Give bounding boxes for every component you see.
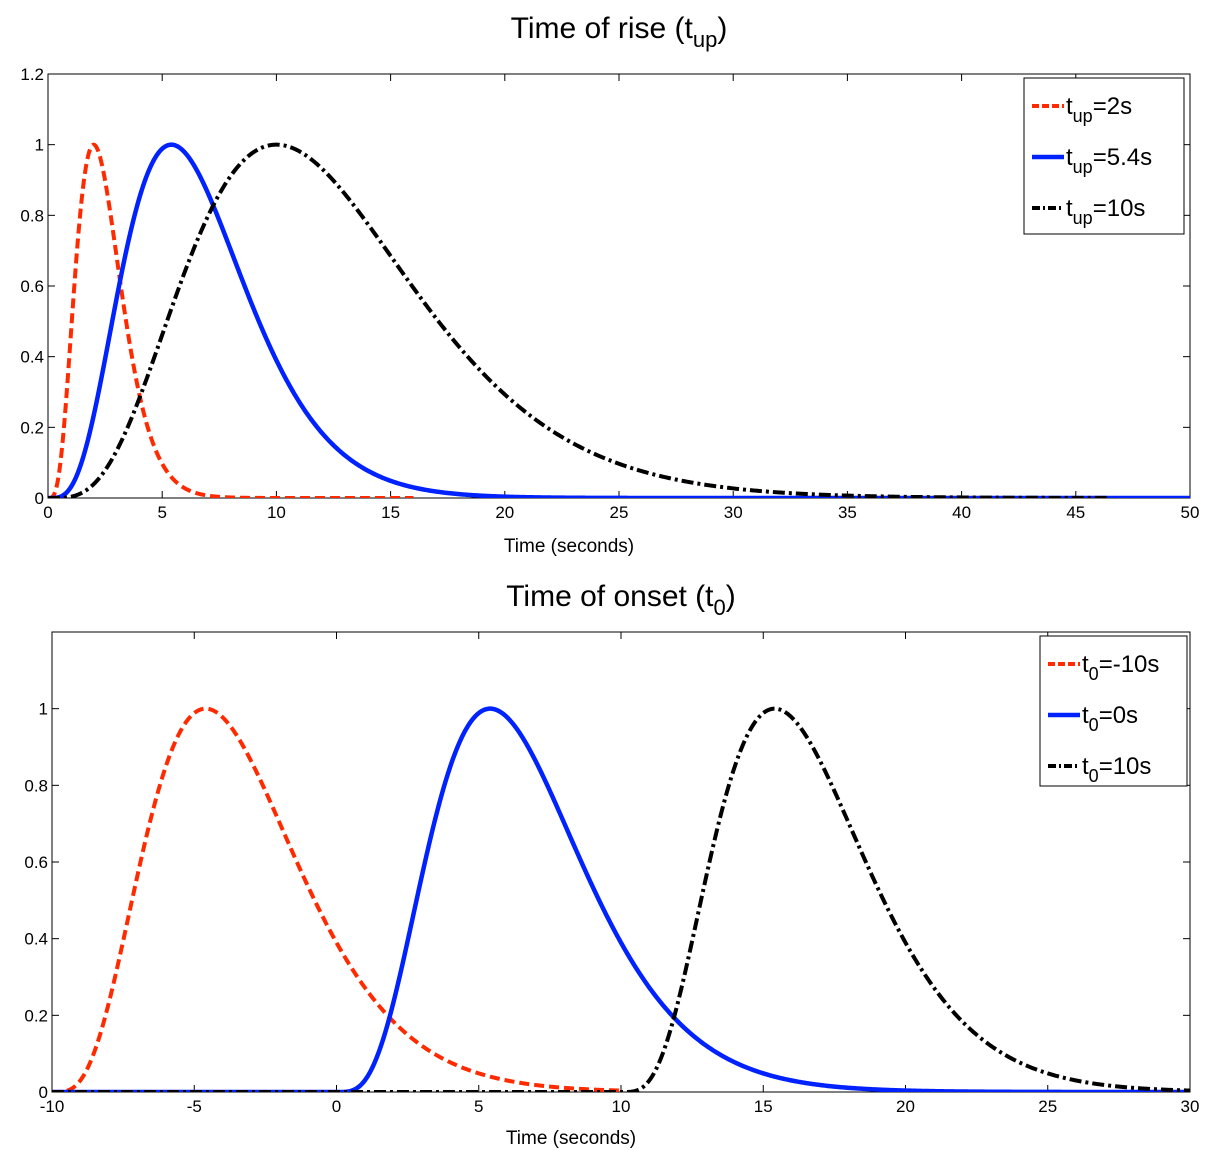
legend-entry-prefix: t [1066,144,1073,171]
x-tick-label: 10 [267,503,286,522]
legend-entry-3: t0=10s [1082,753,1151,786]
series-line-1 [52,706,623,1092]
legend-entry-suffix: =0s [1099,702,1138,729]
legend-entry-sub: up [1073,157,1093,177]
series-line-3 [48,142,1111,498]
y-tick-label: 1 [35,136,44,155]
series-line-2 [52,706,1190,1092]
y-tick-label: 0.2 [24,1006,48,1025]
x-tick-label: 20 [896,1097,915,1116]
y-tick-label: 0.6 [20,277,44,296]
series-line-3 [52,706,1190,1092]
legend-entry-suffix: =10s [1099,753,1152,780]
chart-1-title: Time of rise (tup) [511,12,728,52]
legend-entry-2: t0=0s [1082,702,1138,735]
series-line-1 [48,142,416,498]
legend-entry-sub: up [1073,208,1093,228]
chart-2-title-sub: 0 [714,595,726,620]
legend-entry-suffix: =-10s [1099,651,1160,678]
chart-1: Time of rise (tup)0 5 10 15 20 25 30 35 40 45 5000… [20,12,1199,557]
chart-2-title-main: Time of onset (t [506,580,714,613]
x-tick-label: 15 [754,1097,773,1116]
legend-entry-suffix: =2s [1093,93,1132,120]
x-tick-label: 30 [724,503,743,522]
x-tick-label: 30 [1181,1097,1200,1116]
chart-1-title-sub: up [693,27,717,52]
legend-entry-prefix: t [1082,753,1089,780]
y-tick-label: 0.8 [20,206,44,225]
x-tick-label: 0 [332,1097,341,1116]
legend-box [1039,635,1188,787]
legend-entry-suffix: =5.4s [1093,144,1152,171]
legend-entry-sub: 0 [1089,766,1099,786]
x-tick-label: 0 [43,503,52,522]
y-tick-label: 0.4 [20,348,44,367]
legend-entry-3: tup=10s [1066,195,1145,228]
chart-1-title-main: Time of rise (t [511,12,694,45]
x-tick-label: -10 [40,1097,65,1116]
y-tick-label: 0 [35,489,44,508]
x-tick-label: 45 [1066,503,1085,522]
legend-entry-sub: 0 [1089,715,1099,735]
x-tick-label: 25 [610,503,629,522]
x-tick-label: 50 [1181,503,1200,522]
chart-2-title: Time of onset (t0) [506,580,736,620]
x-axis-label: Time (seconds) [506,1128,636,1149]
chart-2-title-close: ) [726,580,736,613]
x-tick-label: 5 [157,503,166,522]
x-axis-label: Time (seconds) [504,536,634,557]
y-tick-label: 0.4 [24,930,48,949]
plot-frame [51,631,1191,1093]
legend-entry-sub: 0 [1089,664,1099,684]
x-tick-label: 35 [838,503,857,522]
x-tick-label: 40 [952,503,971,522]
series-line-2 [48,142,1190,498]
x-tick-label: 20 [495,503,514,522]
y-tick-label: 0.2 [20,418,44,437]
y-tick-label: 0.8 [24,776,48,795]
chart-2: Time of onset (t0)-10 -5 0 5 10 15 20 25 3000.20… [24,580,1199,1149]
legend-entry-sub: up [1073,106,1093,126]
y-tick-label: 0 [39,1083,48,1102]
x-tick-label: 10 [612,1097,631,1116]
x-tick-label: 25 [1038,1097,1057,1116]
series-group [52,706,1190,1092]
series-group [48,142,1190,498]
y-tick-label: 1 [39,700,48,719]
x-tick-label: -5 [187,1097,202,1116]
legend-entry-1: tup=2s [1066,93,1132,126]
legend-entry-prefix: t [1082,702,1089,729]
legend-entry-suffix: =10s [1093,195,1146,222]
x-tick-label: 5 [474,1097,483,1116]
legend-entry-prefix: t [1066,93,1073,120]
legend-entry-prefix: t [1066,195,1073,222]
chart-1-title-close: ) [717,12,727,45]
y-tick-label: 0.6 [24,853,48,872]
plot-frame [47,73,1191,499]
x-tick-label: 15 [381,503,400,522]
legend-entry-1: t0=-10s [1082,651,1159,684]
legend-entry-2: tup=5.4s [1066,144,1152,177]
y-tick-label: 1.2 [20,65,44,84]
legend-entry-prefix: t [1082,651,1089,678]
